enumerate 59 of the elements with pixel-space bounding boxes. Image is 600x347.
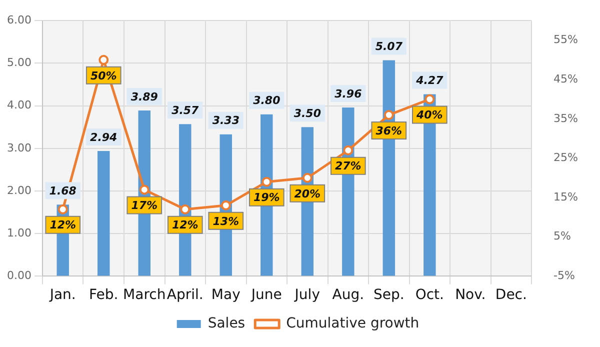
y-tick-label: 4.00 bbox=[6, 98, 32, 112]
data-label: 4.27 bbox=[415, 74, 444, 88]
point bbox=[98, 54, 109, 65]
data-label: 2.94 bbox=[90, 130, 118, 144]
point bbox=[262, 176, 272, 187]
data-label: 50% bbox=[90, 69, 117, 82]
data-label: 36% bbox=[376, 124, 402, 138]
x-tick-label: Sep. bbox=[373, 287, 404, 304]
point bbox=[139, 184, 150, 195]
point bbox=[58, 204, 68, 214]
y2-tick-label: 15% bbox=[554, 190, 578, 204]
point bbox=[220, 200, 231, 210]
data-label: 3.80 bbox=[253, 94, 281, 108]
data-label: 3.50 bbox=[294, 106, 322, 120]
y-tick-label: 3.00 bbox=[6, 141, 32, 154]
x-tick-label: Dec. bbox=[495, 287, 527, 304]
legend-label: Cumulative growth bbox=[286, 316, 420, 332]
data-label: 3.96 bbox=[334, 87, 362, 100]
y2-tick-label: 5% bbox=[554, 230, 572, 243]
point bbox=[343, 145, 354, 156]
x-tick-label: Feb. bbox=[89, 287, 118, 304]
data-label: 3.33 bbox=[212, 114, 240, 128]
y-tick-label: 0.00 bbox=[6, 269, 32, 282]
y2-tick-label: 45% bbox=[554, 72, 578, 86]
y2-tick-label: -5% bbox=[554, 269, 575, 282]
data-label: 13% bbox=[212, 214, 240, 228]
x-tick-label: March bbox=[123, 287, 166, 304]
data-label: 40% bbox=[415, 108, 443, 122]
x-tick-label: Jan. bbox=[48, 287, 76, 304]
data-label: 1.68 bbox=[49, 184, 77, 198]
data-label: 27% bbox=[334, 160, 362, 173]
y2-tick-label: 35% bbox=[554, 112, 578, 125]
legend-label: Sales bbox=[208, 316, 246, 332]
point bbox=[302, 172, 312, 183]
x-tick-label: Aug. bbox=[332, 287, 364, 304]
point bbox=[424, 94, 435, 104]
data-label: 19% bbox=[253, 191, 280, 204]
data-label: 3.89 bbox=[130, 90, 158, 104]
x-tick-label: May bbox=[211, 287, 240, 304]
x-tick-label: June bbox=[250, 287, 282, 304]
y-tick-label: 2.00 bbox=[6, 184, 32, 197]
data-label: 3.57 bbox=[172, 104, 200, 117]
data-label: 5.07 bbox=[375, 40, 403, 54]
x-tick-label: Nov. bbox=[455, 287, 486, 304]
point bbox=[384, 110, 394, 120]
x-tick-label: July bbox=[294, 287, 320, 304]
x-tick-label: Oct. bbox=[415, 287, 444, 304]
y-tick-label: 6.00 bbox=[6, 13, 32, 26]
data-label: 20% bbox=[294, 187, 321, 200]
y-tick-label: 1.00 bbox=[6, 226, 32, 240]
data-label: 12% bbox=[50, 218, 76, 232]
y2-tick-label: 55% bbox=[554, 33, 578, 46]
y2-tick-label: 25% bbox=[554, 151, 578, 164]
data-label: 12% bbox=[172, 218, 198, 232]
y-tick-label: 5.00 bbox=[6, 56, 32, 70]
data-label: 17% bbox=[131, 199, 158, 212]
point bbox=[180, 204, 190, 214]
bar bbox=[98, 150, 110, 276]
x-tick-label: April. bbox=[166, 287, 204, 304]
